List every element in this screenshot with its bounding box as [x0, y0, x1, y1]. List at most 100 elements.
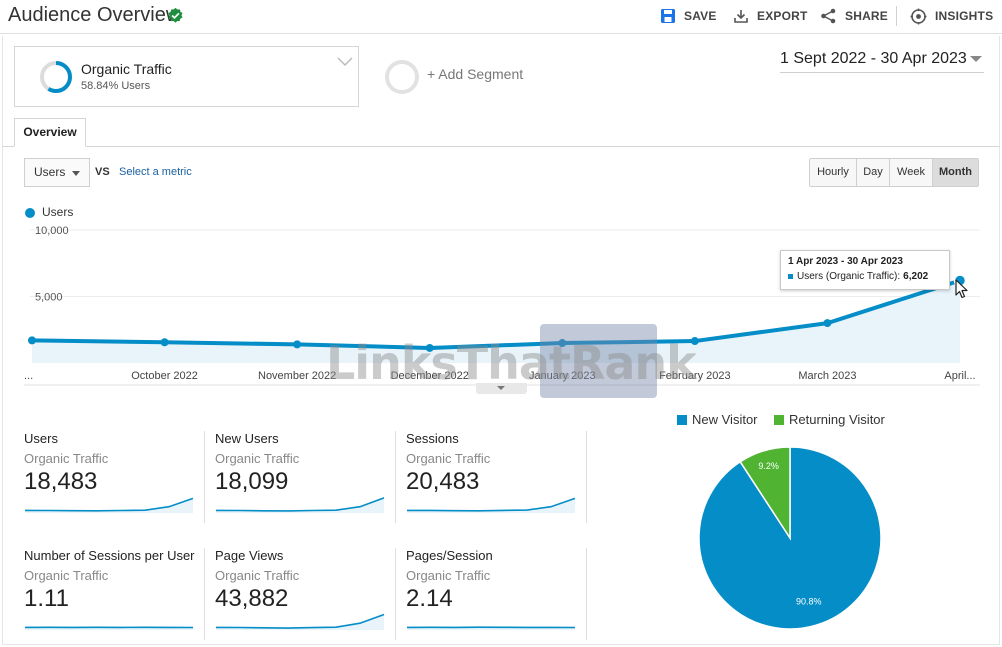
watermark: LinksThatRank	[326, 324, 697, 398]
metric-segment: Organic Traffic	[24, 451, 109, 466]
share-button[interactable]: SHARE	[820, 6, 888, 26]
pie-slice-label: 9.2%	[758, 461, 779, 471]
save-button[interactable]: SAVE	[660, 6, 717, 26]
insights-label: INSIGHTS	[935, 9, 994, 23]
metric-value: 18,483	[24, 468, 98, 495]
chart-point-users[interactable]	[558, 339, 567, 348]
granularity-hourly-button[interactable]: Hourly	[810, 159, 857, 186]
pie-legend-label: Returning Visitor	[789, 412, 885, 427]
chart-series-line-users	[31, 278, 961, 350]
pie-slice-label: 90.8%	[796, 596, 822, 606]
metric-value: 43,882	[215, 585, 289, 612]
pie-legend-new-visitor[interactable]: New Visitor	[677, 412, 758, 427]
pie-legend-swatch-returning	[774, 414, 784, 425]
tooltip-row: Users (Organic Traffic): 6,202	[788, 271, 942, 282]
chart-point-users[interactable]	[823, 319, 832, 328]
save-icon	[661, 9, 675, 23]
export-label: EXPORT	[757, 9, 808, 23]
segment-subtitle: 58.84% Users	[81, 80, 151, 92]
chart-point-users[interactable]	[160, 338, 169, 347]
sparkline-area	[216, 497, 384, 513]
metric-select[interactable]: Users	[24, 158, 90, 187]
chart-collapse-toggle[interactable]	[476, 383, 527, 394]
metric-tile-page-views[interactable]: Page Views Organic Traffic 43,882	[215, 548, 405, 640]
add-segment-ring-icon[interactable]	[384, 59, 420, 95]
chart-point-users[interactable]	[425, 343, 434, 352]
metric-name: Number of Sessions per User	[24, 548, 195, 563]
caret-down-icon	[72, 171, 80, 176]
pie-legend-label: New Visitor	[692, 412, 758, 427]
watermark-text: LinksThatRank	[326, 336, 697, 390]
page-title: Audience Overview	[8, 4, 181, 26]
chevron-down-icon[interactable]	[337, 57, 353, 67]
insights-button[interactable]: INSIGHTS	[910, 6, 993, 26]
metric-sparkline	[24, 626, 194, 630]
metric-sparkline	[24, 497, 194, 513]
metric-value: 1.11	[24, 585, 69, 612]
export-icon	[734, 10, 748, 23]
chart-point-users[interactable]	[690, 337, 699, 346]
chart-x-tick-label: March 2023	[798, 370, 856, 382]
metric-segment: Organic Traffic	[406, 451, 491, 466]
page-header: Audience Overview SAVE EXPORT SHARE INSI…	[0, 0, 1002, 34]
metric-sparkline	[215, 497, 385, 513]
segment-card-organic-traffic[interactable]: Organic Traffic 58.84% Users	[14, 46, 359, 107]
metric-tile-new-users[interactable]: New Users Organic Traffic 18,099	[215, 431, 405, 523]
header-divider	[896, 6, 897, 26]
granularity-month-button[interactable]: Month	[933, 159, 978, 186]
report-frame	[2, 36, 1000, 645]
share-label: SHARE	[845, 9, 889, 23]
verified-check-icon	[168, 7, 183, 23]
mouse-pointer-icon	[955, 279, 968, 299]
metric-tile-pages-per-session[interactable]: Pages/Session Organic Traffic 2.14	[406, 548, 596, 640]
date-range-caret-icon[interactable]	[970, 56, 982, 62]
metric-sparkline	[215, 613, 385, 630]
metric-segment: Organic Traffic	[215, 451, 300, 466]
metric-name: Page Views	[215, 548, 284, 563]
visitor-type-pie-chart: 90.8% 9.2%	[698, 446, 882, 630]
tooltip-swatch	[788, 274, 793, 279]
select-metric-link[interactable]: Select a metric	[119, 166, 192, 178]
segment-ring-icon	[40, 61, 72, 93]
date-range-picker[interactable]: 1 Sept 2022 - 30 Apr 2023	[780, 50, 967, 67]
granularity-day-button[interactable]: Day	[857, 159, 890, 186]
metric-segment: Organic Traffic	[215, 568, 300, 583]
insights-icon	[910, 8, 927, 24]
metric-name: New Users	[215, 431, 279, 446]
sparkline-line	[24, 497, 194, 512]
watermark-box	[540, 324, 657, 398]
metric-sparkline	[406, 626, 576, 630]
granularity-week-button[interactable]: Week	[890, 159, 933, 186]
segment-title: Organic Traffic	[81, 61, 172, 77]
tab-overview[interactable]: Overview	[14, 118, 86, 147]
tile-divider	[204, 431, 205, 523]
pie-legend-returning-visitor[interactable]: Returning Visitor	[774, 412, 885, 427]
chart-area-fill	[32, 280, 960, 363]
metric-name: Sessions	[406, 431, 459, 446]
granularity-toggle: Hourly Day Week Month	[809, 158, 979, 187]
metric-sparkline	[407, 497, 576, 513]
vs-label: VS	[95, 166, 110, 178]
metric-tile-users[interactable]: Users Organic Traffic 18,483	[24, 431, 214, 523]
metric-tile-sessions-per-user[interactable]: Number of Sessions per User Organic Traf…	[24, 548, 214, 640]
tile-divider	[395, 431, 396, 523]
tooltip-label: Users (Organic Traffic):	[797, 271, 901, 282]
tile-divider	[395, 548, 396, 640]
tile-divider	[204, 548, 205, 640]
metric-segment: Organic Traffic	[406, 568, 491, 583]
chart-point-users[interactable]	[28, 336, 36, 345]
metric-name: Users	[24, 431, 58, 446]
chart-x-tick-label: January 2023	[529, 370, 596, 382]
chart-point-users[interactable]	[293, 340, 302, 349]
legend-users-swatch	[25, 208, 35, 218]
pie-slice-returning-visitor[interactable]	[739, 446, 791, 541]
sparkline-line	[215, 613, 385, 629]
sparkline-area	[216, 614, 384, 630]
legend-users-label[interactable]: Users	[42, 205, 74, 219]
metric-name: Pages/Session	[406, 548, 493, 563]
add-segment-button[interactable]: + Add Segment	[427, 66, 524, 82]
tooltip-title: 1 Apr 2023 - 30 Apr 2023	[788, 256, 903, 267]
export-button[interactable]: EXPORT	[733, 6, 808, 26]
metric-value: 20,483	[406, 468, 480, 495]
metric-tile-sessions[interactable]: Sessions Organic Traffic 20,483	[406, 431, 596, 523]
